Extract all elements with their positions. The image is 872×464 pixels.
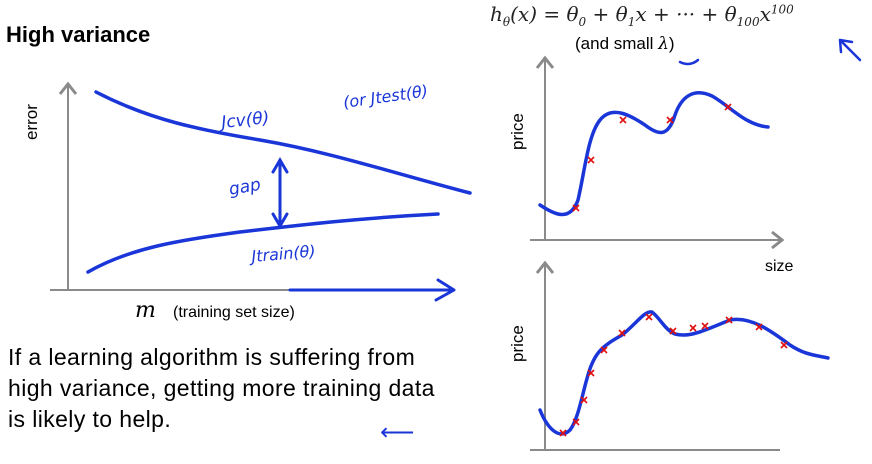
jtest-label: (or Jtest(θ) [342, 81, 429, 112]
jcv-label: Jcv(θ) [217, 108, 270, 133]
data-point [580, 396, 588, 404]
data-point [725, 316, 733, 324]
data-point [645, 313, 653, 321]
top-fit-curve [538, 91, 770, 217]
data-point [559, 429, 567, 437]
data-point [572, 418, 580, 426]
price-axis-label-bottom: price [508, 325, 527, 362]
jcv-curve [94, 90, 472, 195]
jtrain-curve [86, 212, 440, 274]
m-axis-arrow [288, 278, 456, 302]
gap-label: gap [227, 175, 262, 200]
data-point [701, 322, 709, 330]
data-point [600, 346, 608, 354]
lambda-note: (and small λ) [575, 34, 675, 54]
jtrain-label: Jtrain(θ) [248, 241, 317, 266]
bottom-fit-curve [538, 310, 830, 436]
slide-title: High variance [6, 22, 151, 47]
data-point [724, 103, 732, 111]
data-point [619, 116, 627, 124]
bottom-plot-axes [530, 260, 780, 451]
data-point [689, 324, 697, 332]
statement-arrow-icon: ⟵ [380, 419, 415, 446]
bottom-data-points [559, 313, 788, 437]
size-axis-label: size [765, 258, 794, 275]
data-point [572, 204, 580, 212]
m-description: (training set size) [173, 304, 295, 321]
conclusion-statement: If a learning algorithm is suffering fro… [8, 344, 435, 432]
hypothesis-arrow [838, 38, 862, 62]
data-point [669, 327, 677, 335]
data-point [755, 323, 763, 331]
data-point [587, 369, 595, 377]
gap-arrow [271, 157, 289, 229]
data-point [666, 116, 674, 124]
top-data-points [572, 103, 732, 212]
data-point [587, 156, 595, 164]
lambda-underline [678, 58, 700, 66]
learning-curve-axes [50, 81, 290, 291]
m-symbol: m [135, 298, 156, 323]
error-axis-label: error [22, 104, 41, 140]
hypothesis-formula: hθ(x) = θ0 + θ1x + ··· + θ100x100 [490, 2, 794, 29]
price-axis-label-top: price [508, 113, 527, 150]
data-point [780, 341, 788, 349]
data-point [618, 329, 626, 337]
